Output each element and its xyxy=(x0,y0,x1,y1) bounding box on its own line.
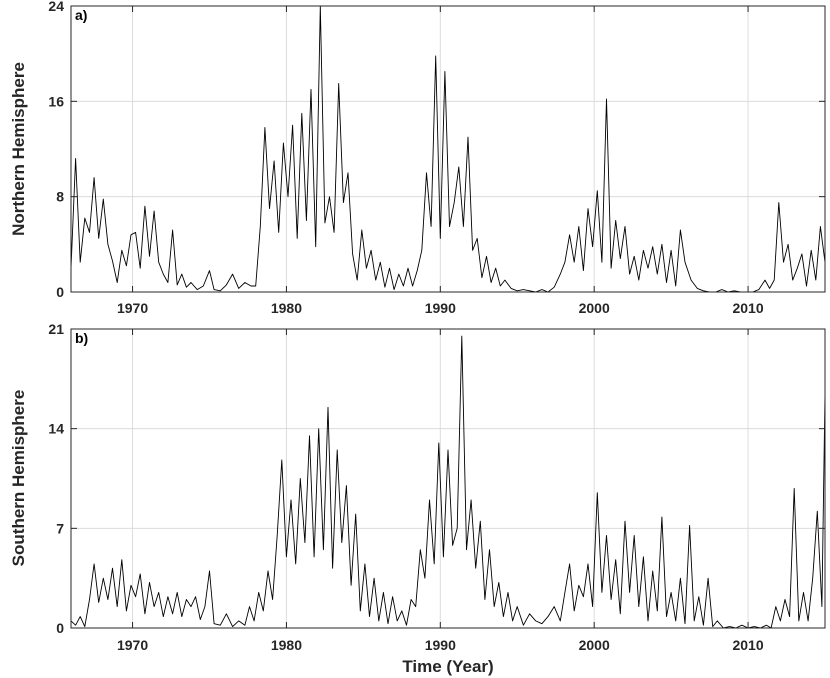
x-axis-label: Time (Year) xyxy=(402,657,493,676)
series-line xyxy=(70,5,826,293)
y-axis-label: Southern Hemisphere xyxy=(9,390,28,567)
y-tick-label: 0 xyxy=(56,284,64,300)
x-tick-label: 1980 xyxy=(271,300,302,316)
panel-label: b) xyxy=(75,330,88,346)
x-tick-label: 2000 xyxy=(579,637,610,653)
y-tick-label: 24 xyxy=(48,0,64,14)
y-axis-label: Northern Hemisphere xyxy=(9,62,28,236)
x-tick-label: 1990 xyxy=(425,300,456,316)
series-line xyxy=(70,335,826,629)
x-tick-label: 1980 xyxy=(271,637,302,653)
y-tick-label: 21 xyxy=(48,321,64,337)
plot-frame xyxy=(70,5,826,293)
panel-label: a) xyxy=(75,7,87,23)
y-tick-label: 8 xyxy=(56,189,64,205)
x-tick-label: 2000 xyxy=(579,300,610,316)
y-tick-label: 7 xyxy=(56,520,64,536)
plot-frame xyxy=(70,328,826,629)
y-tick-label: 14 xyxy=(48,421,64,437)
x-tick-label: 1990 xyxy=(425,637,456,653)
x-tick-label: 2010 xyxy=(732,300,763,316)
panel-b: 1970 1980 1990 2000 2010 0 7 14 21 b) Southern Hem… xyxy=(9,321,826,676)
x-tick-label: 2010 xyxy=(732,637,763,653)
y-tick-label: 16 xyxy=(48,93,64,109)
x-tick-label: 1970 xyxy=(117,637,148,653)
x-tick-label: 1970 xyxy=(117,300,148,316)
panel-a: 1970 1980 1990 2000 2010 0 8 16 24 a) Northern Hem… xyxy=(9,0,826,316)
y-tick-label: 0 xyxy=(56,620,64,636)
